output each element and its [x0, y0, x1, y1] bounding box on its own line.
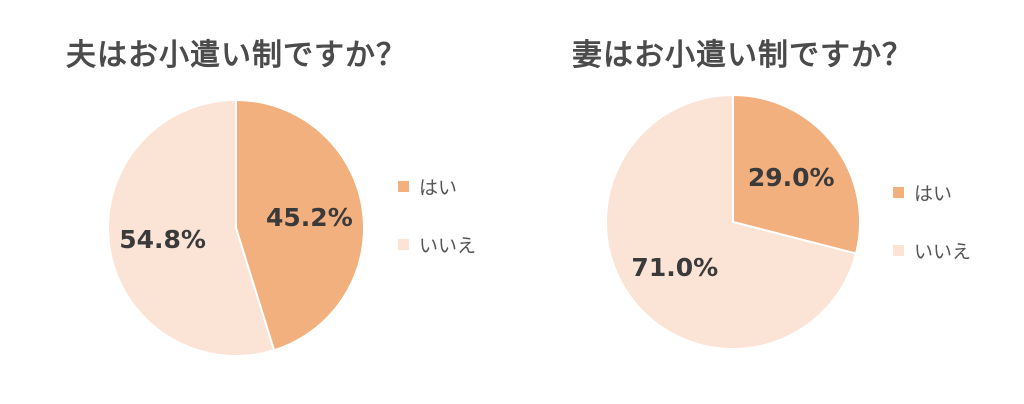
- legend-item-no: いいえ: [893, 236, 971, 264]
- legend-label-no: いいえ: [419, 234, 477, 257]
- chart-title-husband: 夫はお小遣い制ですか？: [66, 38, 407, 73]
- pie-slice-no: [107, 98, 276, 357]
- legend-item-yes: はい: [398, 172, 476, 200]
- legend-swatch-yes: [398, 180, 409, 192]
- pie-slice-no: [605, 93, 858, 350]
- legend-label-yes: はい: [914, 182, 953, 205]
- legend-wife: はい いいえ: [893, 178, 971, 294]
- legend-swatch-no: [893, 244, 904, 256]
- legend-item-yes: はい: [893, 178, 971, 206]
- pie-slice-yes: [235, 98, 365, 352]
- legend-item-no: いいえ: [398, 230, 476, 258]
- pie-data-label-no: 71.0%: [631, 253, 718, 282]
- legend-husband: はい いいえ: [398, 172, 476, 288]
- pie-data-label-no: 54.8%: [119, 225, 206, 254]
- legend-label-yes: はい: [419, 176, 458, 199]
- legend-swatch-yes: [893, 186, 904, 198]
- legend-swatch-no: [398, 238, 409, 250]
- pie-data-label-yes: 45.2%: [266, 203, 353, 232]
- legend-label-no: いいえ: [914, 240, 972, 263]
- pie-slice-yes: [732, 93, 861, 255]
- chart-title-wife: 妻はお小遣い制ですか？: [572, 38, 913, 73]
- pie-data-label-yes: 29.0%: [748, 163, 835, 192]
